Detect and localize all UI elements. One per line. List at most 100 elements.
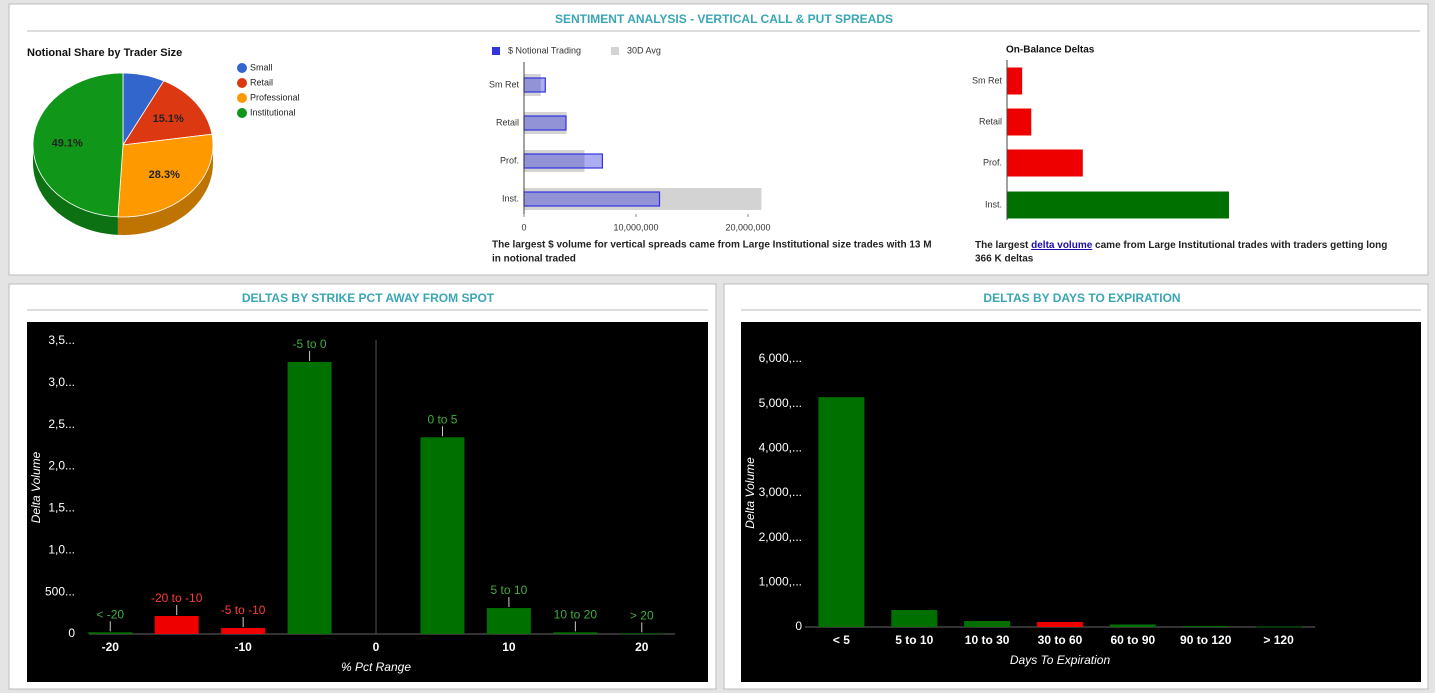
legend-marker [237,78,247,88]
y-tick-label: Prof. [983,157,1002,167]
y-tick-label: Sm Ret [972,75,1003,85]
bar [553,632,598,634]
pie-slice [32,72,124,218]
y-axis-title: Delta Volume [743,457,757,529]
x-tick-label: 10 [502,640,516,654]
bar [523,153,604,169]
y-tick-label: Sm Ret [489,79,520,89]
x-axis-title: % Pct Range [341,660,411,674]
bar [619,633,664,635]
bar [964,621,1011,627]
pie-slice [117,133,214,218]
x-tick-label: 20,000,000 [725,222,770,232]
pie-side [117,145,213,235]
caption-text: came from Large Institutional trades wit… [1092,240,1387,251]
legend-marker [492,47,500,55]
y-tick-label: Prof. [500,155,519,165]
x-tick-label: 0 [521,222,526,232]
bar [1007,149,1083,177]
bar [1255,626,1302,628]
pie-side [33,145,118,235]
caption: 366 K deltas [975,254,1034,265]
data-label: -5 to 0 [293,337,327,351]
x-tick-label: -10 [234,640,252,654]
x-tick-label: 30 to 60 [1038,633,1083,647]
caption: in notional traded [492,254,576,265]
x-tick-label: 10 to 30 [965,633,1010,647]
bar [891,610,938,627]
legend-label: 30D Avg [627,45,661,55]
x-tick-label: 20 [635,640,649,654]
data-label: -20 to -10 [151,591,203,605]
y-tick-label: 2,5... [48,417,75,431]
x-tick-label: 60 to 90 [1111,633,1156,647]
section-title: DELTAS BY DAYS TO EXPIRATION [983,291,1180,305]
y-tick-label: Retail [979,116,1002,126]
bar [154,616,199,634]
y-axis-title: Delta Volume [29,451,43,523]
y-tick-label: 1,000,... [759,575,802,589]
section-title: SENTIMENT ANALYSIS - VERTICAL CALL & PUT… [555,12,893,26]
bar [523,77,546,93]
caption: The largest delta volume came from Large… [975,240,1387,251]
y-tick-label: 0 [68,626,75,640]
y-tick-label: 2,0... [48,459,75,473]
bar [523,115,567,131]
bar [524,188,762,210]
bar [287,361,332,634]
data-label: 5 to 10 [491,583,528,597]
data-label: 28.3% [149,169,180,181]
bar [1007,67,1023,95]
y-tick-label: Retail [496,117,519,127]
bar [420,437,465,634]
section-title: DELTAS BY STRIKE PCT AWAY FROM SPOT [242,291,495,305]
y-tick-label: 2,000,... [759,530,802,544]
bar [818,397,865,627]
bar [1182,626,1229,627]
x-tick-label: < 5 [833,633,850,647]
legend-marker [237,63,247,73]
y-tick-label: Inst. [502,193,519,203]
y-tick-label: 3,5... [48,333,75,347]
chart-title: On-Balance Deltas [1006,45,1095,56]
y-tick-label: 500... [45,584,75,598]
bar [523,191,661,207]
data-label: 0 to 5 [427,412,457,426]
legend-label: $ Notional Trading [508,45,581,55]
y-tick-label: 3,0... [48,375,75,389]
legend-label: Professional [250,92,300,102]
y-tick-label: Inst. [985,199,1002,209]
y-tick-label: 4,000,... [759,441,802,455]
bar [524,150,585,172]
x-tick-label: 0 [373,640,380,654]
y-tick-label: 1,0... [48,542,75,556]
x-tick-label: -20 [102,640,120,654]
x-tick-label: > 120 [1263,633,1294,647]
top-panel [8,3,1429,276]
chart-title: Notional Share by Trader Size [27,47,182,59]
chart-background [27,322,708,682]
data-label: 10 to 20 [554,607,598,621]
caption: The largest $ volume for vertical spread… [492,240,932,251]
bar [88,632,133,634]
caption-link[interactable]: delta volume [1031,240,1093,251]
bar [524,112,567,134]
legend-marker [237,93,247,103]
caption-text: The largest [975,240,1031,251]
bar [1109,624,1156,627]
bar [221,627,266,634]
bar [486,608,531,634]
x-tick-label: 90 to 120 [1180,633,1232,647]
data-label: 15.1% [153,113,184,125]
data-label: < -20 [96,607,124,621]
data-label: > 20 [630,609,654,623]
y-tick-label: 5,000,... [759,396,802,410]
bar [1007,191,1229,219]
y-tick-label: 3,000,... [759,485,802,499]
data-label: 49.1% [52,138,83,150]
legend-label: Institutional [250,107,296,117]
legend-label: Small [250,62,273,72]
legend-label: Retail [250,77,273,87]
